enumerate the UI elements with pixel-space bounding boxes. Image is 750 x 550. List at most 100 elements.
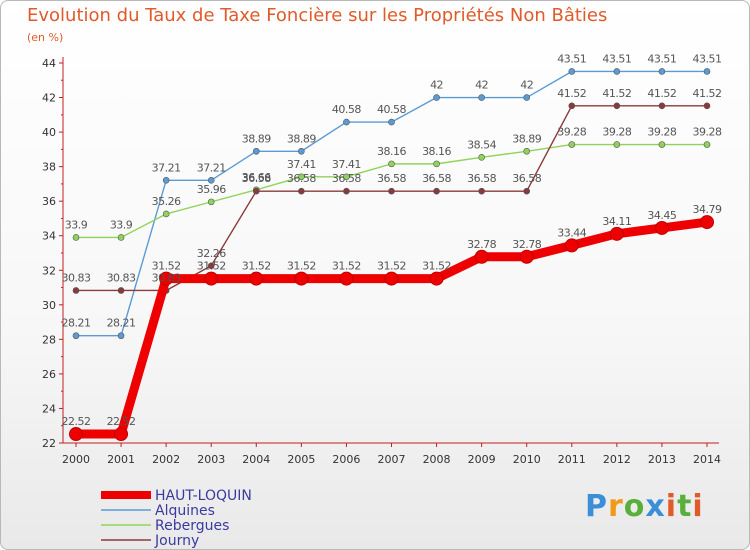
legend-label: Rebergues: [155, 518, 229, 534]
x-tick-label: 2000: [62, 453, 90, 466]
data-point: [162, 210, 170, 218]
x-tick-label: 2005: [287, 453, 315, 466]
data-label: 39.28: [647, 126, 676, 139]
data-label: 38.16: [422, 145, 451, 158]
data-point: [343, 173, 350, 181]
legend-label: Journy: [154, 533, 199, 549]
data-point: [252, 187, 260, 195]
data-label: 31.52: [377, 260, 406, 273]
data-label: 38.89: [287, 132, 316, 145]
data-point: [703, 141, 711, 148]
y-tick-label: 42: [42, 92, 56, 105]
data-label: 28.21: [107, 317, 136, 330]
data-point: [429, 271, 444, 286]
x-tick-label: 2003: [197, 453, 225, 466]
x-tick-label: 2001: [107, 453, 135, 466]
data-label: 42: [520, 79, 533, 92]
data-label: 36.58: [377, 172, 406, 185]
data-label: 43.51: [647, 52, 676, 65]
data-point: [204, 271, 219, 286]
data-label: 42: [430, 79, 443, 92]
data-point: [700, 215, 714, 230]
x-tick-label: 2002: [152, 453, 180, 466]
data-point: [343, 187, 350, 195]
data-label: 41.52: [693, 87, 722, 100]
x-tick-label: 2009: [468, 453, 496, 466]
data-label: 43.51: [602, 52, 631, 65]
x-tick-label: 2014: [693, 453, 721, 466]
data-point: [613, 68, 621, 75]
data-label: 33.9: [65, 218, 88, 231]
data-point: [568, 102, 576, 110]
data-point: [568, 141, 576, 148]
data-point: [69, 427, 83, 442]
data-point: [658, 68, 666, 75]
data-label: 28.21: [62, 317, 91, 330]
data-label: 40.58: [332, 103, 361, 116]
x-tick-label: 2008: [423, 453, 451, 466]
proxiti-logo: Proxiti: [585, 489, 704, 524]
data-label: 22.52: [107, 415, 136, 428]
data-label: 31.52: [152, 260, 181, 273]
data-point: [613, 141, 621, 148]
data-label: 37.21: [197, 161, 226, 174]
data-label: 34.79: [693, 203, 722, 216]
data-point: [519, 249, 534, 264]
y-tick-label: 36: [42, 195, 56, 208]
data-label: 33.9: [110, 218, 133, 231]
data-point: [207, 198, 215, 206]
data-label: 37.21: [152, 161, 181, 174]
data-point: [117, 287, 125, 294]
data-point: [114, 427, 129, 442]
data-label: 36.58: [422, 172, 451, 185]
y-tick-label: 26: [42, 368, 56, 381]
data-label: 38.89: [512, 132, 541, 145]
data-label: 38.89: [242, 132, 271, 145]
x-tick-label: 2011: [558, 453, 586, 466]
y-tick-label: 44: [42, 57, 56, 70]
data-label: 39.28: [693, 126, 722, 139]
data-point: [162, 176, 170, 184]
data-point: [72, 287, 80, 294]
data-label: 30.83: [62, 271, 91, 284]
data-point: [478, 94, 485, 101]
x-tick-label: 2007: [378, 453, 406, 466]
data-label: 39.28: [557, 126, 586, 139]
data-point: [298, 147, 305, 155]
data-point: [478, 154, 485, 161]
data-label: 34.45: [647, 209, 676, 222]
y-tick-label: 24: [42, 402, 56, 415]
data-point: [207, 176, 215, 184]
data-point: [72, 332, 80, 340]
data-point: [339, 271, 354, 286]
x-tick-label: 2012: [603, 453, 631, 466]
data-label: 41.52: [602, 87, 631, 100]
data-label: 43.51: [693, 52, 722, 65]
data-point: [117, 332, 125, 340]
data-point: [207, 262, 215, 270]
data-point: [568, 68, 576, 75]
data-point: [658, 102, 666, 110]
data-label: 36.58: [467, 172, 496, 185]
data-label: 31.52: [332, 260, 361, 273]
data-label: 31.52: [242, 260, 271, 273]
data-point: [388, 118, 395, 126]
data-point: [654, 220, 669, 235]
data-point: [388, 160, 395, 168]
data-label: 43.51: [557, 52, 586, 65]
data-label: 36.58: [242, 172, 271, 185]
data-label: 35.96: [197, 183, 226, 196]
data-label: 34.11: [602, 215, 631, 228]
data-point: [564, 238, 579, 253]
data-label: 41.52: [647, 87, 676, 100]
data-label: 22.52: [62, 415, 91, 428]
data-point: [703, 102, 711, 110]
data-point: [523, 94, 531, 101]
data-point: [388, 187, 395, 195]
x-tick-label: 2006: [332, 453, 360, 466]
data-label: 38.54: [467, 138, 496, 151]
y-tick-label: 32: [42, 264, 56, 277]
data-point: [609, 226, 624, 241]
data-label: 32.78: [512, 238, 541, 251]
